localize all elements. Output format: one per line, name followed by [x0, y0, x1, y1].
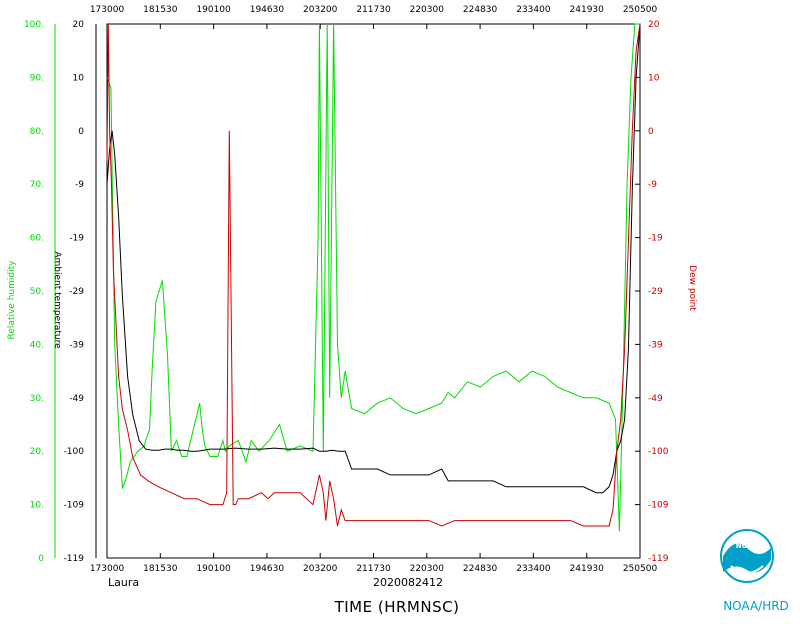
plot-area	[106, 23, 641, 559]
noaa-logo-icon: NOAA	[720, 529, 774, 583]
temp-tick-label: -100	[64, 447, 85, 457]
temp-tick-label: -19	[69, 234, 84, 244]
top-x-tick-label: 173000	[90, 5, 125, 15]
rh-tick-label: 20.	[30, 447, 44, 457]
rh-tick-label: 70.	[30, 180, 44, 190]
temp-tick-label: 0	[78, 127, 84, 137]
top-x-tick-label: 190100	[196, 5, 231, 15]
dew-tick-label: -49	[648, 394, 663, 404]
dew-tick-label: -109	[648, 501, 669, 511]
date-label: 2020082412	[373, 576, 443, 589]
bottom-x-tick-label: 211730	[356, 564, 391, 574]
temp-tick-label: -109	[64, 501, 85, 511]
rh-tick-label: 90.	[30, 73, 44, 83]
temp-tick-label: -49	[69, 394, 84, 404]
bottom-x-tick-label: 220300	[410, 564, 445, 574]
series-line-ambient-temperature	[106, 23, 641, 494]
dew-tick-label: -9	[648, 180, 657, 190]
top-x-tick-label: 220300	[410, 5, 445, 15]
series-layer	[106, 23, 641, 532]
rh-tick-label: 50.	[30, 287, 44, 297]
rh-tick-label: 30.	[30, 394, 44, 404]
bottom-x-tick-label: 194630	[250, 564, 285, 574]
dew-tick-label: 10	[648, 73, 660, 83]
top-x-tick-label: 241930	[570, 5, 605, 15]
temp-tick-label: 20	[73, 20, 85, 30]
ambient-temperature-tick-labels: 20 10 0 -9 -19 -29 -39 -49 -100 -109 -119	[64, 20, 85, 564]
top-x-tick-label: 233400	[516, 5, 551, 15]
temp-tick-label: -9	[75, 180, 84, 190]
dew-tick-label: 0	[648, 127, 654, 137]
dew-tick-label: -119	[648, 554, 669, 564]
dew-tick-label: -100	[648, 447, 669, 457]
bottom-x-tick-label: 250500	[623, 564, 658, 574]
series-line-relative-humidity	[106, 23, 640, 532]
dew-tick-label: -19	[648, 234, 663, 244]
top-x-tick-label: 194630	[250, 5, 285, 15]
top-x-tick-labels: 173000 181530 190100 194630 203200 211730 2203…	[90, 5, 658, 29]
bottom-x-tick-labels: 173000 181530 190100 194630 203200 211730 2203…	[90, 553, 658, 574]
dew-axis-title: Dew point	[687, 265, 697, 311]
top-x-tick-label: 181530	[143, 5, 178, 15]
bottom-x-tick-label: 173000	[90, 564, 125, 574]
bottom-x-tick-label: 241930	[570, 564, 605, 574]
bottom-x-tick-label: 233400	[516, 564, 551, 574]
credit-label: NOAA/HRD	[723, 599, 789, 613]
temp-axis-title: Ambient temperature	[52, 251, 62, 349]
bottom-x-tick-label: 190100	[196, 564, 231, 574]
storm-name: Laura	[108, 576, 139, 589]
rh-axis-title: Relative humidity	[7, 260, 17, 340]
bottom-x-tick-label: 181530	[143, 564, 178, 574]
rh-tick-label: 80.	[30, 127, 44, 137]
rh-tick-label: 10.	[30, 501, 44, 511]
dew-tick-label: -39	[648, 340, 663, 350]
x-axis-title: TIME (HRMNSC)	[334, 598, 460, 616]
rh-tick-label: 100.	[24, 20, 44, 30]
bottom-x-tick-label: 203200	[303, 564, 338, 574]
dew-tick-label: 20	[648, 20, 660, 30]
series-line-dew-point	[106, 23, 641, 527]
temp-tick-label: -119	[64, 554, 85, 564]
relative-humidity-tick-labels: 100. 90. 80. 70. 60. 50. 40. 30. 20. 10. 0	[24, 20, 44, 564]
temp-tick-label: 10	[73, 73, 85, 83]
rh-tick-label: 0	[38, 554, 44, 564]
top-x-tick-label: 203200	[303, 5, 338, 15]
dew-tick-label: -29	[648, 287, 663, 297]
rh-tick-label: 40.	[30, 340, 44, 350]
svg-text:NOAA: NOAA	[736, 542, 759, 550]
top-x-tick-label: 250500	[623, 5, 658, 15]
top-x-tick-label: 224830	[463, 5, 498, 15]
temp-tick-label: -39	[69, 340, 84, 350]
bottom-x-tick-label: 224830	[463, 564, 498, 574]
rh-tick-label: 60.	[30, 234, 44, 244]
top-x-tick-label: 211730	[356, 5, 391, 15]
temp-tick-label: -29	[69, 287, 84, 297]
